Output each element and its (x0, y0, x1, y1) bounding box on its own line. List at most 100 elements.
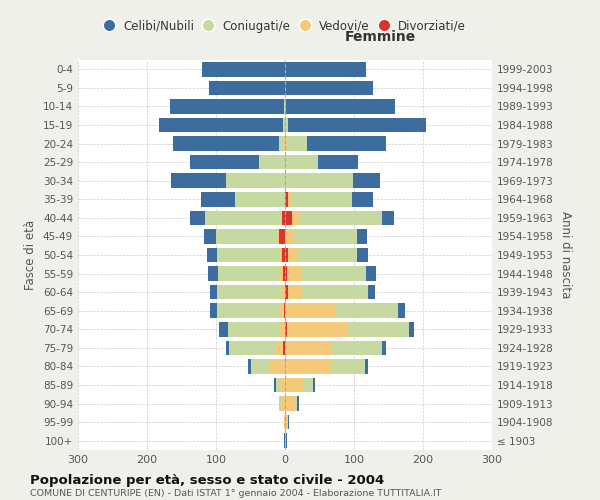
Bar (285, 378, 314, 392)
Bar (285, 210, 382, 225)
Bar (285, 155, 318, 170)
Bar (285, 192, 289, 206)
Bar (285, 248, 297, 262)
Bar (285, 396, 295, 411)
Bar (283, 118, 285, 132)
Bar (282, 210, 285, 225)
Bar (284, 434, 285, 448)
Bar (285, 62, 367, 76)
Bar (285, 248, 368, 262)
Bar (202, 62, 285, 76)
Bar (173, 136, 285, 151)
Bar (218, 266, 285, 281)
Bar (285, 304, 398, 318)
Bar (285, 266, 376, 281)
Bar (259, 155, 285, 170)
Bar (229, 340, 285, 355)
Bar (285, 266, 302, 281)
Bar (280, 322, 285, 336)
Bar (283, 340, 285, 355)
Text: Popolazione per età, sesso e stato civile - 2004: Popolazione per età, sesso e stato civil… (30, 474, 384, 487)
Bar (285, 322, 409, 336)
Bar (284, 415, 285, 430)
Bar (285, 396, 299, 411)
Text: COMUNE DI CENTURIPE (EN) - Dati ISTAT 1° gennaio 2004 - Elaborazione TUTTITALIA.: COMUNE DI CENTURIPE (EN) - Dati ISTAT 1°… (30, 489, 442, 498)
Bar (203, 229, 285, 244)
Bar (278, 229, 285, 244)
Bar (285, 266, 366, 281)
Bar (285, 210, 292, 225)
Bar (211, 304, 285, 318)
Bar (216, 229, 285, 244)
Bar (228, 322, 285, 336)
Bar (285, 174, 353, 188)
Bar (270, 359, 285, 374)
Bar (285, 229, 357, 244)
Bar (209, 80, 285, 95)
Bar (285, 285, 368, 300)
Bar (285, 248, 289, 262)
Bar (190, 210, 285, 225)
Bar (285, 434, 286, 448)
Bar (279, 396, 285, 411)
Bar (285, 80, 373, 95)
Bar (285, 359, 365, 374)
Bar (159, 118, 285, 132)
Bar (285, 285, 289, 300)
Bar (280, 229, 285, 244)
Bar (285, 229, 293, 244)
Bar (285, 174, 380, 188)
Bar (285, 266, 287, 281)
Bar (280, 136, 285, 151)
Bar (281, 210, 285, 225)
Bar (285, 118, 288, 132)
Bar (248, 359, 285, 374)
Bar (285, 415, 289, 430)
Bar (285, 378, 313, 392)
Bar (285, 434, 287, 448)
Bar (285, 248, 358, 262)
Bar (284, 304, 285, 318)
Bar (280, 396, 285, 411)
Bar (281, 396, 285, 411)
Bar (285, 396, 298, 411)
Bar (285, 192, 352, 206)
Bar (285, 359, 332, 374)
Y-axis label: Fasce di età: Fasce di età (25, 220, 37, 290)
Bar (285, 415, 289, 430)
Bar (285, 359, 368, 374)
Bar (285, 378, 304, 392)
Bar (201, 192, 285, 206)
Text: Femmine: Femmine (344, 30, 416, 44)
Bar (280, 378, 285, 392)
Bar (285, 99, 286, 114)
Bar (285, 210, 394, 225)
Bar (170, 99, 285, 114)
Bar (210, 285, 285, 300)
Bar (207, 248, 285, 262)
Bar (282, 248, 285, 262)
Bar (208, 266, 285, 281)
Bar (285, 118, 426, 132)
Bar (285, 136, 386, 151)
Bar (285, 322, 348, 336)
Bar (274, 378, 285, 392)
Bar (276, 378, 285, 392)
Bar (285, 340, 382, 355)
Bar (285, 415, 288, 430)
Bar (285, 322, 287, 336)
Bar (190, 155, 285, 170)
Bar (217, 285, 285, 300)
Bar (226, 174, 285, 188)
Legend: Celibi/Nubili, Coniugati/e, Vedovi/e, Divorziati/e: Celibi/Nubili, Coniugati/e, Vedovi/e, Di… (100, 15, 470, 38)
Y-axis label: Anni di nascita: Anni di nascita (559, 212, 572, 298)
Bar (285, 192, 291, 206)
Bar (285, 229, 367, 244)
Bar (285, 285, 301, 300)
Bar (280, 248, 285, 262)
Bar (285, 99, 395, 114)
Bar (282, 285, 285, 300)
Bar (217, 248, 285, 262)
Bar (285, 285, 376, 300)
Bar (285, 304, 335, 318)
